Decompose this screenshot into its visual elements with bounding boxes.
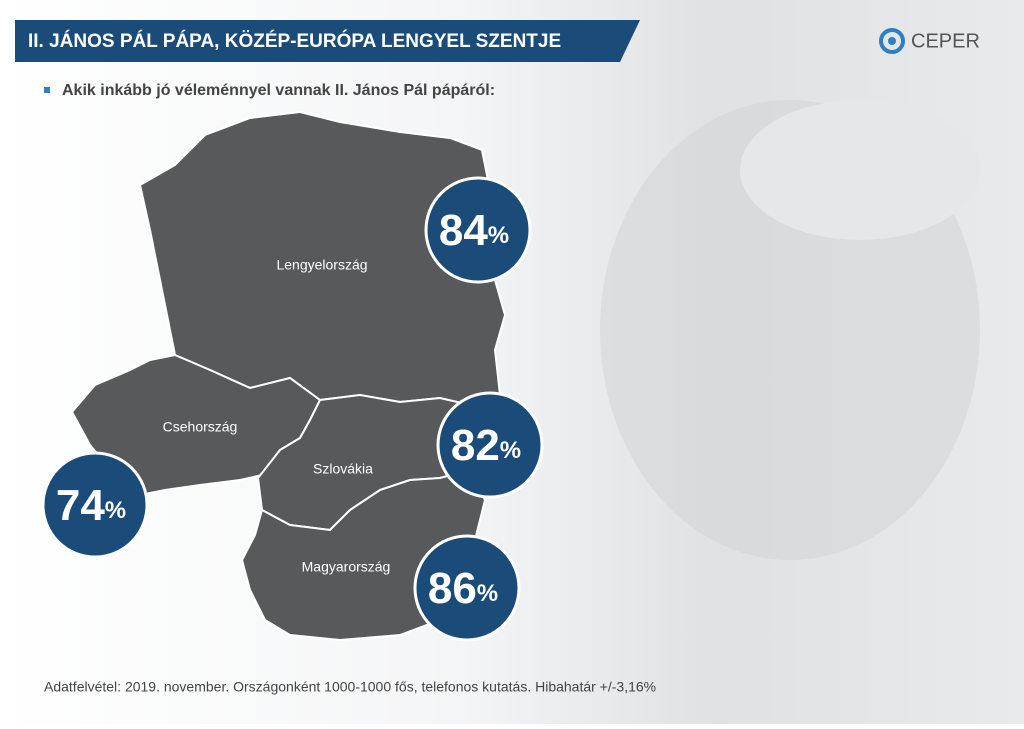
- logo-icon: [879, 28, 905, 54]
- country-name: Csehország: [163, 419, 238, 435]
- unit: %: [500, 437, 521, 464]
- value-circle: [424, 176, 532, 284]
- value-circle: [41, 451, 149, 559]
- logo-icon: [888, 37, 896, 45]
- country-name: Szlovákia: [313, 461, 373, 477]
- country-shape: [70, 353, 322, 497]
- value: 82: [451, 421, 500, 470]
- value: 86: [428, 564, 477, 613]
- footnote: Adatfelvétel: 2019. november. Országonké…: [44, 679, 656, 695]
- value-label: 82%: [451, 421, 521, 470]
- value-circle: [413, 534, 521, 642]
- bullet: [44, 87, 50, 93]
- unit: %: [105, 497, 126, 524]
- subtitle: Akik inkább jó véleménnyel vannak II. Já…: [62, 82, 495, 99]
- logo: CEPER: [911, 30, 980, 52]
- title-banner: [15, 20, 640, 62]
- value: 74: [56, 481, 105, 530]
- value-label: 86%: [428, 564, 498, 613]
- value: 84: [439, 206, 488, 255]
- unit: %: [488, 222, 509, 249]
- photo-shape: [740, 100, 980, 240]
- country-name: Magyarország: [302, 559, 391, 575]
- value-label: 74%: [56, 481, 126, 530]
- value-label: 84%: [439, 206, 509, 255]
- value-circle: [436, 391, 544, 499]
- title: II. JÁNOS PÁL PÁPA, KÖZÉP-EURÓPA LENGYEL…: [28, 30, 561, 52]
- unit: %: [477, 580, 498, 607]
- country-name: Lengyelország: [276, 257, 367, 273]
